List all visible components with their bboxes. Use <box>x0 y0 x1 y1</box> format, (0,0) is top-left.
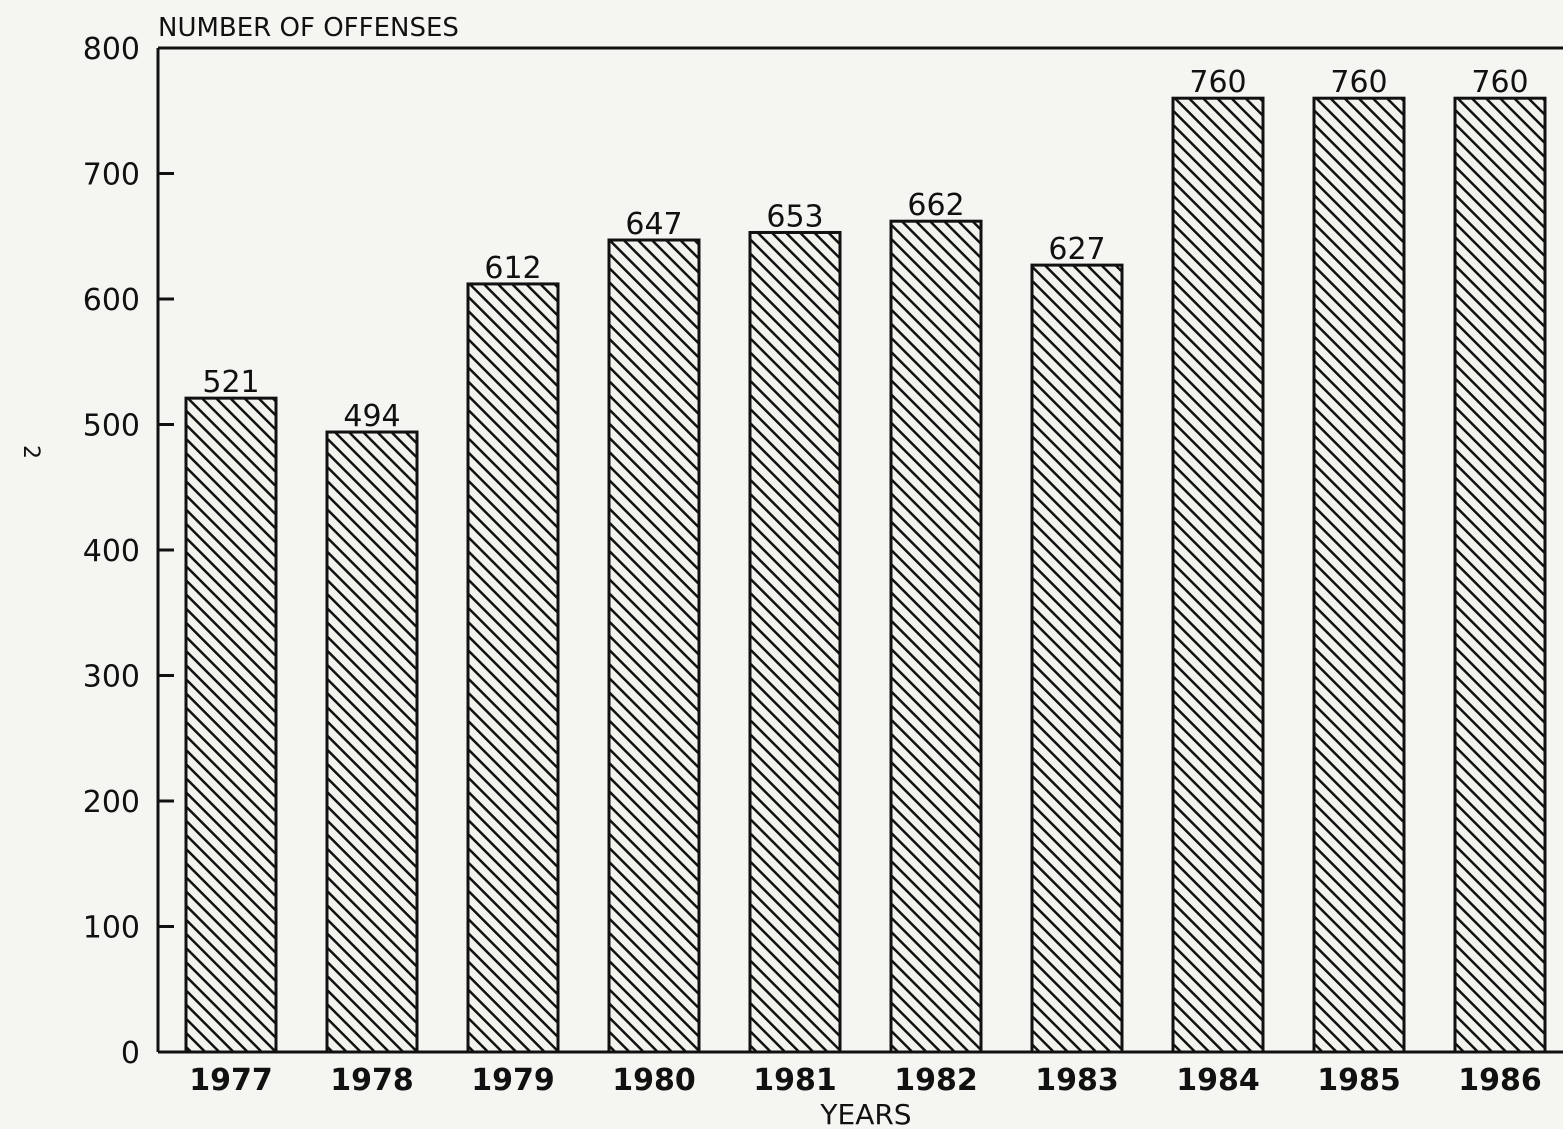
y-tick-label: 600 <box>83 283 140 318</box>
y-tick-label: 400 <box>83 534 140 569</box>
page-number: 2 <box>18 445 43 459</box>
y-tick-label: 100 <box>83 911 140 946</box>
y-axis-ticks: 0 100 200 300 400 500 600 700 800 <box>83 32 174 1071</box>
bar-value-label: 760 <box>1189 65 1246 100</box>
bar <box>1312 96 1406 1054</box>
x-axis-title: YEARS <box>819 1098 911 1129</box>
x-tick-label: 1978 <box>330 1063 414 1098</box>
y-tick-label: 300 <box>83 660 140 695</box>
bar <box>607 238 701 1054</box>
bar-value-label: 653 <box>766 199 823 234</box>
bar-value-label: 627 <box>1048 232 1105 267</box>
bar-value-label: 760 <box>1330 65 1387 100</box>
bar-value-label: 494 <box>343 399 400 434</box>
y-tick-label: 800 <box>83 32 140 67</box>
bar-value-label: 521 <box>202 365 259 400</box>
bar <box>1453 96 1547 1054</box>
y-tick-label: 0 <box>121 1036 140 1071</box>
x-tick-label: 1983 <box>1035 1063 1119 1098</box>
bar-value-label: 760 <box>1471 65 1528 100</box>
x-tick-label: 1979 <box>471 1063 555 1098</box>
x-axis-ticks: 1977 1978 1979 1980 1981 1982 1983 1984 1985 1986 <box>189 1063 1542 1098</box>
y-axis-title: NUMBER OF OFFENSES <box>158 13 459 43</box>
bar-value-label: 612 <box>484 251 541 286</box>
x-tick-label: 1981 <box>753 1063 837 1098</box>
y-tick-label: 200 <box>83 785 140 820</box>
bar-value-label: 647 <box>625 207 682 242</box>
bar <box>1171 96 1265 1054</box>
x-tick-label: 1982 <box>894 1063 978 1098</box>
bar <box>325 430 419 1054</box>
bar <box>889 219 983 1054</box>
bar <box>748 230 842 1054</box>
y-tick-label: 500 <box>83 409 140 444</box>
bar-value-label: 662 <box>907 188 964 223</box>
x-tick-label: 1985 <box>1317 1063 1401 1098</box>
x-tick-label: 1980 <box>612 1063 696 1098</box>
bar <box>1030 263 1124 1054</box>
x-tick-label: 1986 <box>1458 1063 1542 1098</box>
x-tick-label: 1984 <box>1176 1063 1260 1098</box>
bars-group <box>184 96 1547 1054</box>
data-labels-group: 521 494 612 647 653 662 627 760 760 760 <box>202 65 1528 434</box>
y-tick-label: 700 <box>83 158 140 193</box>
x-tick-label: 1977 <box>189 1063 273 1098</box>
bar <box>466 282 560 1054</box>
bar <box>184 396 278 1054</box>
